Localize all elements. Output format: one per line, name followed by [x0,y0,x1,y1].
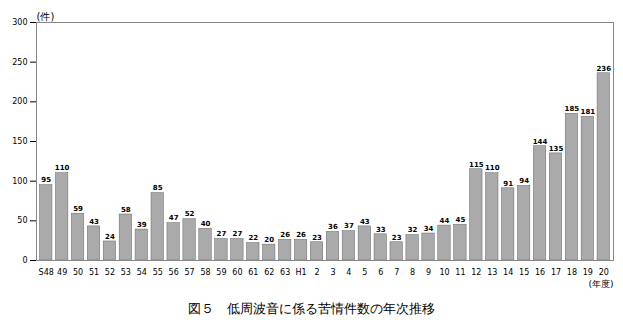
svg-text:43: 43 [360,218,370,226]
svg-text:19: 19 [583,268,593,277]
svg-text:6: 6 [378,268,383,277]
svg-text:5: 5 [362,268,367,277]
svg-text:250: 250 [12,58,27,67]
svg-text:59: 59 [216,268,226,277]
svg-text:144: 144 [533,138,548,146]
svg-text:16: 16 [535,268,545,277]
svg-text:23: 23 [392,233,402,241]
svg-text:33: 33 [376,226,386,234]
svg-text:18: 18 [567,268,577,277]
svg-text:12: 12 [471,268,481,277]
svg-text:110: 110 [485,164,500,172]
svg-text:4: 4 [346,268,351,277]
svg-text:181: 181 [581,108,596,116]
svg-text:62: 62 [264,268,274,277]
svg-text:58: 58 [121,206,131,214]
svg-text:300: 300 [12,18,27,27]
svg-text:236: 236 [596,65,611,73]
svg-text:26: 26 [280,231,290,239]
svg-text:2: 2 [314,268,319,277]
svg-text:55: 55 [153,268,163,277]
svg-text:(件): (件) [37,11,55,22]
svg-text:57: 57 [184,268,194,277]
svg-text:24: 24 [105,233,115,241]
svg-text:9: 9 [426,268,431,277]
svg-text:23: 23 [312,233,322,241]
svg-text:52: 52 [185,210,195,218]
svg-text:91: 91 [503,180,513,188]
svg-text:52: 52 [105,268,115,277]
svg-text:20: 20 [599,268,609,277]
svg-text:115: 115 [469,161,484,169]
svg-text:8: 8 [410,268,415,277]
svg-text:56: 56 [169,268,179,277]
svg-text:26: 26 [296,231,306,239]
svg-text:S48: S48 [39,268,54,277]
svg-text:20: 20 [264,236,274,244]
svg-text:0: 0 [22,256,27,265]
svg-text:51: 51 [89,268,99,277]
svg-text:60: 60 [232,268,242,277]
svg-text:47: 47 [169,214,179,222]
svg-text:59: 59 [73,205,83,213]
svg-text:53: 53 [121,268,131,277]
svg-text:45: 45 [456,216,466,224]
svg-text:150: 150 [12,137,27,146]
svg-text:44: 44 [440,217,450,225]
svg-text:110: 110 [55,164,70,172]
svg-text:10: 10 [439,268,449,277]
svg-text:37: 37 [344,222,354,230]
svg-text:40: 40 [201,220,211,228]
svg-text:39: 39 [137,221,147,229]
svg-text:14: 14 [503,268,513,277]
svg-text:36: 36 [328,223,338,231]
svg-text:49: 49 [57,268,67,277]
svg-text:3: 3 [330,268,335,277]
svg-text:22: 22 [248,234,258,242]
svg-text:11: 11 [455,268,465,277]
svg-text:50: 50 [17,216,27,225]
svg-text:(年度): (年度) [588,279,613,289]
svg-text:61: 61 [248,268,258,277]
svg-text:27: 27 [233,230,243,238]
svg-text:200: 200 [12,97,27,106]
svg-text:100: 100 [12,177,27,186]
svg-text:50: 50 [73,268,83,277]
svg-text:185: 185 [565,105,580,113]
svg-text:34: 34 [424,225,434,233]
svg-text:85: 85 [153,184,163,192]
svg-text:63: 63 [280,268,290,277]
svg-text:95: 95 [41,176,51,184]
svg-text:7: 7 [394,268,399,277]
svg-text:94: 94 [519,177,529,185]
svg-text:H1: H1 [296,268,307,277]
svg-text:32: 32 [408,226,418,234]
svg-text:27: 27 [217,230,227,238]
svg-text:15: 15 [519,268,529,277]
svg-text:43: 43 [89,218,99,226]
svg-text:13: 13 [487,268,497,277]
svg-text:135: 135 [549,145,564,153]
svg-text:17: 17 [551,268,561,277]
svg-text:54: 54 [137,268,147,277]
html-text:図５ 低周波音に係る苦情件数の年次推移: 図５ 低周波音に係る苦情件数の年次推移 [188,301,435,316]
svg-text:58: 58 [200,268,210,277]
